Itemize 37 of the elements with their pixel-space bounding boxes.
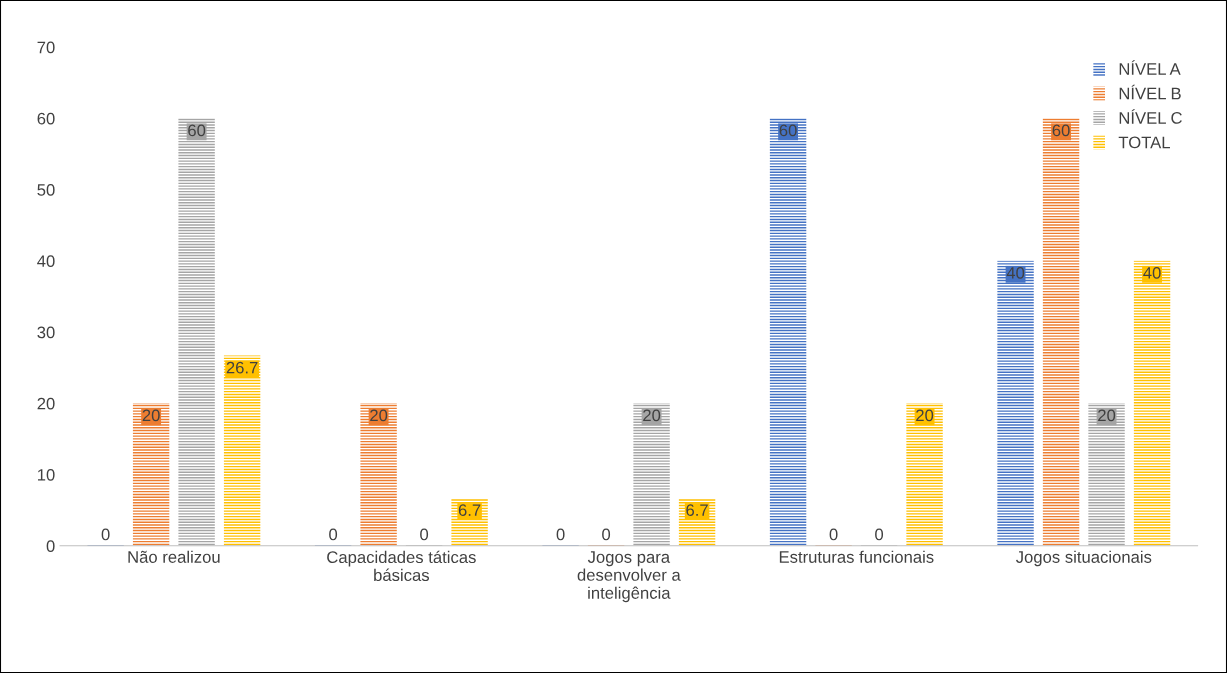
legend-label: TOTAL — [1118, 136, 1170, 149]
data-label: 0 — [101, 528, 110, 541]
data-label: 20 — [142, 409, 160, 422]
data-label: 20 — [1098, 409, 1116, 422]
data-label: 60 — [188, 124, 206, 137]
data-label: 0 — [556, 528, 565, 541]
x-tick-label: Jogos situacionais — [1015, 550, 1152, 567]
data-label: 0 — [329, 528, 338, 541]
data-label: 26.7 — [226, 361, 258, 374]
y-tick-label: 0 — [46, 540, 55, 553]
data-label: 20 — [370, 409, 388, 422]
data-label: 20 — [643, 409, 661, 422]
y-tick-label: 60 — [37, 112, 55, 125]
x-tick-label: Estruturas funcionais — [779, 550, 934, 563]
y-tick-label: 70 — [37, 41, 55, 54]
data-label: 0 — [420, 528, 429, 541]
y-tick-label: 50 — [37, 183, 55, 196]
data-label: 6.7 — [686, 504, 708, 517]
data-label: 40 — [1143, 266, 1161, 279]
x-tick-label: Jogos para desenvolver a inteligência — [577, 551, 681, 603]
data-label: 60 — [1052, 124, 1070, 137]
x-tick-label: Capacidades táticas básicas — [327, 550, 476, 582]
data-label: 20 — [916, 409, 934, 422]
data-label: 60 — [779, 124, 797, 137]
data-label: 0 — [602, 528, 611, 541]
data-label: 0 — [829, 528, 838, 541]
legend-label: NÍVEL A — [1119, 60, 1181, 75]
legend-label: NÍVEL C — [1119, 109, 1182, 124]
legend-label: NÍVEL B — [1119, 84, 1181, 100]
y-tick-label: 20 — [37, 397, 55, 410]
x-tick-label: Não realizou — [128, 550, 220, 563]
data-label: 40 — [1006, 266, 1025, 279]
y-tick-label: 40 — [37, 255, 55, 268]
data-label: 0 — [875, 528, 884, 541]
y-tick-label: 30 — [37, 326, 55, 339]
y-tick-label: 10 — [38, 468, 55, 481]
data-label: 6.7 — [458, 504, 481, 517]
